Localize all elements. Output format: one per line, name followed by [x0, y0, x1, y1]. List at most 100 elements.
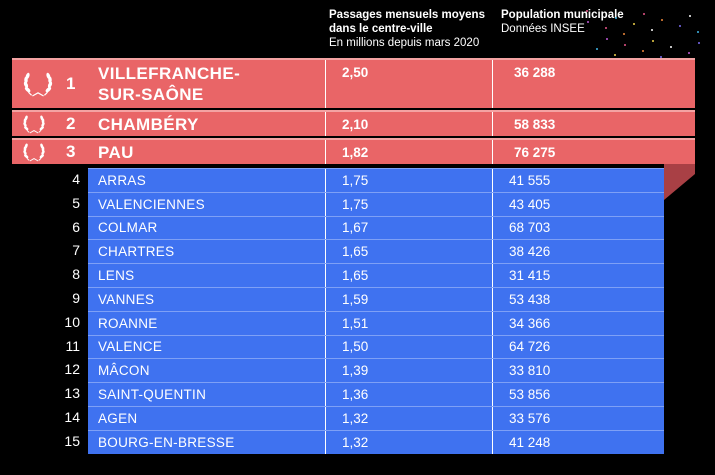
- table-row: ARRAS 1,75 41 555: [88, 168, 664, 192]
- decorative-dot: [633, 23, 635, 25]
- rank-number: 1: [66, 74, 76, 93]
- rank-number: 6: [72, 218, 80, 235]
- population-value: 36 288: [514, 65, 556, 80]
- passages-value: 1,50: [342, 339, 369, 355]
- rank-number: 11: [65, 337, 80, 354]
- population-value: 31 415: [509, 268, 551, 284]
- city-name: ROANNE: [98, 315, 158, 331]
- passages-column-divider: [325, 335, 493, 359]
- passages-column-divider: [325, 216, 493, 240]
- city-name-line: PAU: [98, 142, 134, 162]
- table-row: MÂCON 1,39 33 810: [88, 358, 664, 383]
- rank-number: 15: [64, 432, 80, 449]
- passages-value: 1,32: [342, 410, 369, 426]
- laurel-wreath-icon: [23, 115, 45, 134]
- population-value: 58 833: [514, 116, 556, 132]
- rank-number: 2: [66, 114, 76, 133]
- rank-number: 3: [66, 142, 76, 161]
- table-row: ROANNE 1,51 34 366: [88, 310, 664, 335]
- passages-column-divider: [325, 192, 493, 216]
- passages-column-divider: [325, 240, 493, 264]
- decorative-dot: [660, 56, 662, 58]
- population-column-header: Population municipale Données INSEE: [501, 8, 661, 36]
- rank-number: 7: [72, 242, 80, 259]
- city-name: BOURG-EN-BRESSE: [98, 434, 235, 450]
- passages-value: 1,65: [342, 268, 369, 284]
- decorative-dot: [651, 29, 653, 31]
- rank-number: 12: [64, 361, 80, 378]
- decorative-dot: [652, 40, 654, 42]
- passages-column-divider: [325, 264, 493, 287]
- decorative-dot: [587, 21, 589, 23]
- table-row: COLMAR 1,67 68 703: [88, 215, 664, 240]
- city-name: SAINT-QUENTIN: [98, 387, 207, 403]
- passages-column-divider: [325, 140, 493, 164]
- passages-column-header: Passages mensuels moyens dans le centre-…: [329, 8, 494, 50]
- table-row: VANNES 1,59 53 438: [88, 287, 664, 311]
- passages-column-divider: [325, 60, 493, 108]
- laurel-wreath-icon: [23, 143, 45, 162]
- table-row: CHARTRES 1,65 38 426: [88, 239, 664, 264]
- passages-column-divider: [325, 169, 493, 192]
- decorative-dot: [643, 13, 645, 15]
- passages-column-divider: [325, 311, 493, 335]
- city-name: VANNES: [98, 291, 155, 307]
- decorative-dot: [624, 44, 626, 46]
- population-value: 41 555: [509, 172, 551, 188]
- passages-value: 1,51: [342, 315, 369, 331]
- passages-header-subtitle: En millions depuis mars 2020: [329, 37, 480, 49]
- table-row: VALENCIENNES 1,75 43 405: [88, 191, 664, 216]
- rank-number: 13: [64, 385, 80, 402]
- decorative-dot: [606, 38, 608, 40]
- table-row: VALENCE 1,50 64 726: [88, 334, 664, 359]
- passages-value: 1,82: [342, 144, 369, 160]
- population-value: 64 726: [509, 339, 551, 355]
- city-name: VILLEFRANCHE- SUR-SAÔNE: [98, 60, 240, 108]
- podium-row: 1 VILLEFRANCHE- SUR-SAÔNE 2,50 36 288: [12, 58, 695, 108]
- rank-number: 5: [72, 194, 80, 211]
- decorative-dot: [661, 19, 663, 21]
- decorative-dot: [596, 48, 598, 50]
- population-value: 33 810: [509, 363, 551, 379]
- decorative-dots: [586, 10, 712, 60]
- rank-number: 4: [72, 171, 80, 187]
- decorative-dot: [698, 42, 700, 44]
- city-name: COLMAR: [98, 220, 158, 236]
- population-value: 43 405: [509, 196, 551, 212]
- city-name: CHAMBÉRY: [98, 112, 199, 136]
- passages-column-divider: [325, 288, 493, 311]
- population-value: 76 275: [514, 144, 556, 160]
- rank-number: 9: [72, 290, 80, 306]
- passages-value: 2,10: [342, 116, 369, 132]
- podium-row: 3 PAU 1,82 76 275: [12, 138, 695, 164]
- passages-value: 1,67: [342, 220, 369, 236]
- passages-column-divider: [325, 430, 493, 454]
- population-value: 38 426: [509, 244, 551, 260]
- decorative-dot: [679, 25, 681, 27]
- passages-header-title: Passages mensuels moyens dans le centre-…: [329, 9, 485, 35]
- city-name-line: SUR-SAÔNE: [98, 85, 204, 104]
- city-name: PAU: [98, 140, 134, 164]
- city-name: ARRAS: [98, 172, 147, 188]
- table-row: SAINT-QUENTIN 1,36 53 856: [88, 382, 664, 406]
- decorative-dot: [586, 10, 588, 12]
- decorative-dot: [642, 50, 644, 52]
- table-row: BOURG-EN-BRESSE 1,32 41 248: [88, 429, 664, 454]
- city-name: VALENCE: [98, 339, 163, 355]
- population-value: 33 576: [509, 410, 551, 426]
- laurel-wreath-icon: [23, 72, 53, 97]
- population-value: 41 248: [509, 434, 551, 450]
- city-name-line: VILLEFRANCHE-: [98, 64, 241, 83]
- passages-value: 1,59: [342, 291, 369, 307]
- rank-number: 14: [64, 409, 80, 425]
- table-row: LENS 1,65 31 415: [88, 263, 664, 287]
- decorative-dot: [614, 54, 616, 56]
- city-name: AGEN: [98, 410, 138, 426]
- passages-value: 1,32: [342, 434, 369, 450]
- passages-column-divider: [325, 359, 493, 383]
- decorative-dot: [670, 46, 672, 48]
- ribbon-fold: [664, 164, 695, 200]
- city-name: CHARTRES: [98, 244, 175, 260]
- decorative-dot: [697, 31, 699, 33]
